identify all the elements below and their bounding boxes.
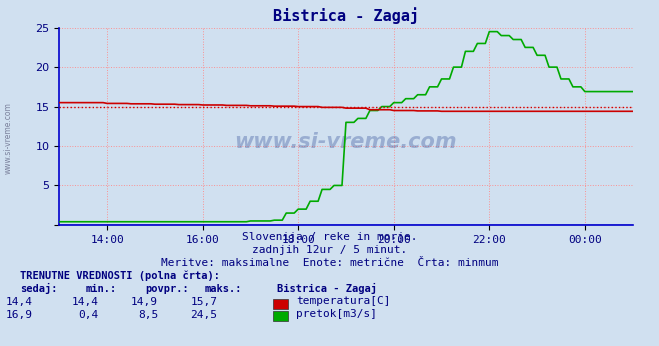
Text: maks.:: maks.:	[204, 284, 242, 294]
Text: Bistrica - Zagaj: Bistrica - Zagaj	[277, 283, 377, 294]
Text: 14,9: 14,9	[131, 297, 158, 307]
Text: TRENUTNE VREDNOSTI (polna črta):: TRENUTNE VREDNOSTI (polna črta):	[20, 270, 219, 281]
Text: pretok[m3/s]: pretok[m3/s]	[296, 309, 377, 319]
Text: www.si-vreme.com: www.si-vreme.com	[235, 132, 457, 152]
Text: 0,4: 0,4	[78, 310, 99, 320]
Text: Meritve: maksimalne  Enote: metrične  Črta: minmum: Meritve: maksimalne Enote: metrične Črta…	[161, 258, 498, 268]
Text: sedaj:: sedaj:	[20, 283, 57, 294]
Text: temperatura[C]: temperatura[C]	[296, 297, 390, 307]
Text: 15,7: 15,7	[190, 297, 217, 307]
Text: Slovenija / reke in morje.: Slovenija / reke in morje.	[242, 233, 417, 243]
Text: 14,4: 14,4	[6, 297, 33, 307]
Text: povpr.:: povpr.:	[145, 284, 188, 294]
Text: www.si-vreme.com: www.si-vreme.com	[3, 102, 13, 174]
Title: Bistrica - Zagaj: Bistrica - Zagaj	[273, 7, 419, 24]
Text: 8,5: 8,5	[138, 310, 158, 320]
Text: 14,4: 14,4	[72, 297, 99, 307]
Text: 16,9: 16,9	[6, 310, 33, 320]
Text: zadnjih 12ur / 5 minut.: zadnjih 12ur / 5 minut.	[252, 245, 407, 255]
Text: 24,5: 24,5	[190, 310, 217, 320]
Text: min.:: min.:	[86, 284, 117, 294]
